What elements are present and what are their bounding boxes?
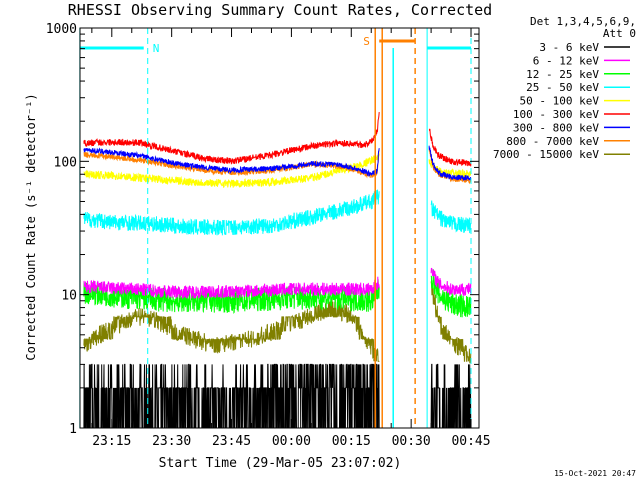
legend-item-label: 25 - 50 keV	[526, 81, 599, 94]
x-tick-label: 00:30	[392, 434, 431, 449]
legend-header: Att 0	[603, 27, 636, 40]
x-tick-label: 23:30	[152, 434, 191, 449]
series-1	[83, 267, 472, 300]
legend-item-label: 6 - 12 keV	[533, 54, 600, 67]
series-line-6-0	[83, 147, 380, 178]
chart-title: RHESSI Observing Summary Count Rates, Co…	[68, 1, 492, 19]
plot-frame	[79, 27, 480, 429]
series-line-6-1	[428, 145, 472, 181]
timestamp: 15-Oct-2021 20:47	[554, 469, 636, 478]
series-line-3-0	[83, 189, 380, 236]
legend-item-label: 3 - 6 keV	[539, 41, 599, 54]
series-line-5-1	[428, 128, 472, 167]
legend-item-label: 12 - 25 keV	[526, 68, 599, 81]
y-axis-label: Corrected Count Rate (s⁻¹ detector⁻¹)	[24, 93, 38, 360]
axes-layer: 1 10 100 1000 23:15 23:30 23:45 00:00 00:15 00:30…	[46, 22, 491, 449]
series-line-5-0	[83, 112, 380, 165]
series-3	[83, 189, 472, 236]
series-line-3-1	[430, 200, 472, 234]
x-tick-label: 23:45	[212, 434, 251, 449]
series-8	[83, 281, 472, 364]
legend-item-label: 7000 - 15000 keV	[493, 148, 599, 161]
series-line-4-0	[83, 153, 380, 188]
series-line-2-1	[430, 269, 472, 318]
y-tick-label: 100	[54, 155, 77, 170]
series-line-8-1	[430, 281, 472, 364]
legend-item-label: 300 - 800 keV	[513, 121, 599, 134]
x-tick-label: 00:15	[332, 434, 371, 449]
series-line-1-0	[83, 276, 380, 300]
legend-item-label: 100 - 300 keV	[513, 108, 599, 121]
saa-marker-label: S	[363, 35, 370, 48]
series-6	[83, 145, 472, 181]
series-5	[83, 112, 472, 167]
legend-header: Det 1,3,4,5,6,9,	[530, 15, 636, 28]
x-tick-label: 00:45	[451, 434, 490, 449]
legend-item-label: 800 - 7000 keV	[506, 135, 599, 148]
series-line-8-0	[83, 299, 380, 363]
y-tick-label: 1	[69, 422, 77, 437]
y-tick-label: 1000	[46, 22, 77, 37]
series-layer	[83, 112, 472, 429]
x-axis-label: Start Time (29-Mar-05 23:07:02)	[159, 456, 402, 471]
legend-item-label: 50 - 100 keV	[520, 95, 600, 108]
night-marker-label: N	[153, 42, 160, 55]
x-tick-label: 00:00	[272, 434, 311, 449]
y-tick-label: 10	[61, 289, 77, 304]
x-tick-label: 23:15	[92, 434, 131, 449]
series-line-1-1	[430, 267, 472, 297]
